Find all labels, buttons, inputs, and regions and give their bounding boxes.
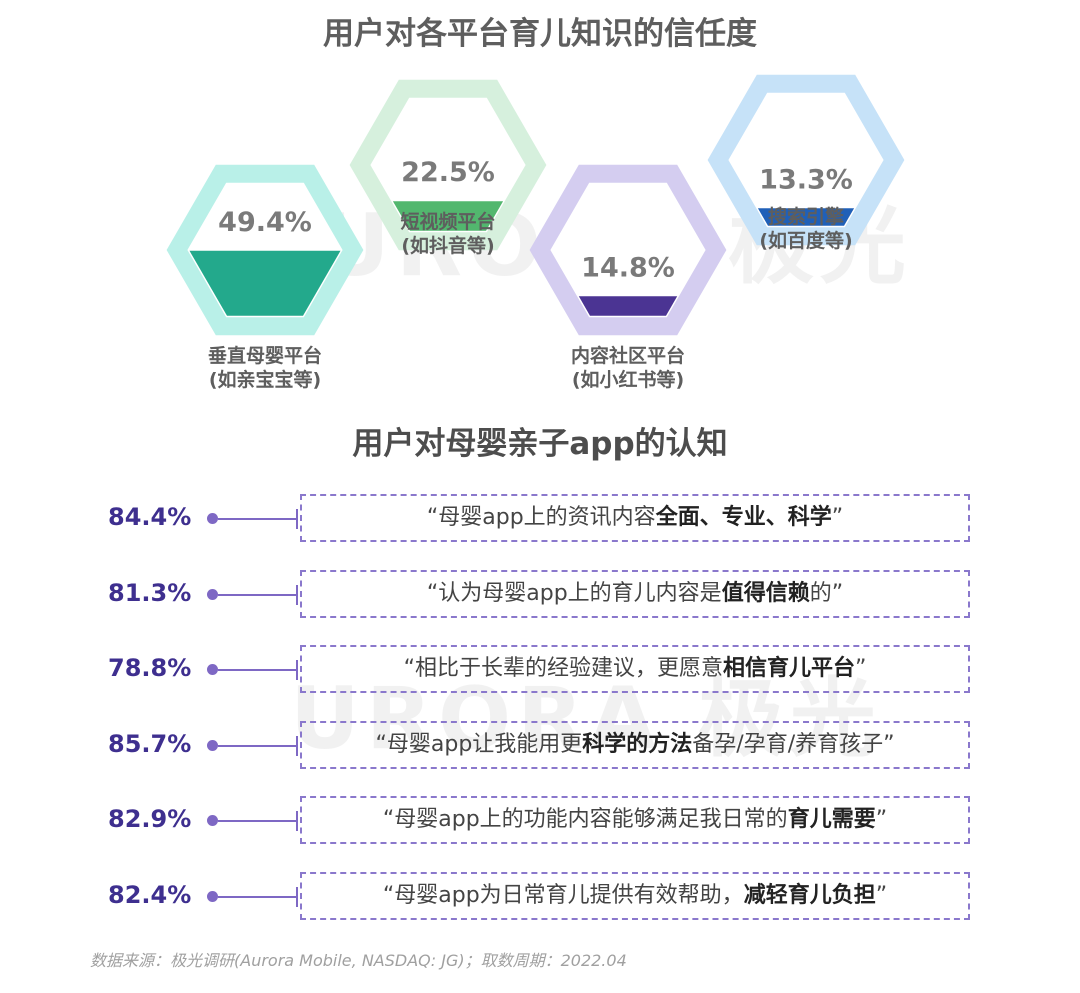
percentage-label: 82.4%: [108, 880, 192, 909]
hexagon-fill-1: [189, 250, 341, 316]
connector-line: [218, 820, 298, 822]
data-label-1: 49.4%: [218, 207, 312, 238]
connector-line: [218, 518, 298, 520]
statement-text-end: ”: [875, 807, 888, 832]
statement-text-end: 的”: [809, 580, 844, 606]
statement-text-end: 备孕/孕育/养育孩子”: [692, 731, 895, 757]
statement-box: “母婴app为日常育儿提供有效帮助，减轻育儿负担”: [300, 871, 970, 920]
statement-box: “母婴app上的功能内容能够满足我日常的育儿需要”: [300, 796, 970, 844]
section-title: 用户对母婴亲子app的认知: [352, 426, 728, 462]
statement-emphasis: 值得信赖: [721, 580, 810, 606]
connector-line: [218, 744, 298, 747]
statement-box: “认为母婴app上的育儿内容是值得信赖的”: [300, 569, 970, 618]
bullet-dot-icon: [207, 815, 218, 826]
category-label-3: 内容社区平台: [571, 344, 685, 367]
statement-text: “母婴app为日常育儿提供有效帮助，: [382, 882, 744, 908]
statement-text: “母婴app上的功能内容能够满足我日常的: [382, 807, 788, 832]
data-label-4: 13.3%: [759, 164, 853, 195]
connector-tick: [296, 886, 298, 907]
percentage-label: 81.3%: [108, 578, 192, 607]
perception-row: 81.3% “认为母婴app上的育儿内容是值得信赖的”: [0, 569, 1080, 618]
bullet-dot-icon: [207, 890, 218, 902]
percentage-label: 84.4%: [108, 503, 192, 531]
perception-row: 82.9% “母婴app上的功能内容能够满足我日常的育儿需要”: [0, 796, 1080, 844]
hexagon-fill-2: [392, 201, 504, 231]
statement-text: “母婴app让我能用更: [375, 731, 583, 757]
hexagon-fill-4: [757, 208, 855, 226]
statement-text-end: ”: [831, 505, 844, 530]
statement-box: “母婴app上的资讯内容全面、专业、科学”: [300, 494, 970, 542]
bullet-dot-icon: [207, 588, 218, 600]
trust-hexagon-chart: 49.4% 垂直母婴平台(如亲宝宝等) 22.5% 短视频平台(如抖音等) 14.8% 内…: [166, 74, 905, 390]
statement-emphasis: 育儿需要: [787, 807, 876, 832]
perception-row: 78.8% “相比于长辈的经验建议，更愿意相信育儿平台”: [0, 645, 1080, 693]
hexagon-3: [529, 164, 727, 336]
source-note: 数据来源：极光调研(Aurora Mobile, NASDAQ: JG)；取数周…: [90, 951, 627, 970]
connector-tick: [296, 509, 298, 529]
connector-line: [218, 669, 298, 671]
bullet-dot-icon: [207, 664, 218, 675]
percentage-label: 82.9%: [108, 805, 192, 833]
category-sublabel-1: (如亲宝宝等): [209, 368, 321, 390]
percentage-label: 85.7%: [108, 729, 192, 758]
category-label-1: 垂直母婴平台: [208, 344, 322, 367]
category-sublabel-3: (如小红书等): [572, 368, 684, 390]
data-label-2: 22.5%: [401, 157, 495, 188]
hexagon-fill-3: [578, 296, 678, 316]
statement-text-end: ”: [855, 656, 867, 681]
connector-line: [218, 895, 298, 898]
statement-text: “相比于长辈的经验建议，更愿意: [403, 656, 723, 681]
perception-row: 85.7% “母婴app让我能用更科学的方法备孕/孕育/养育孩子”: [0, 720, 1080, 769]
category-label-2: 短视频平台: [400, 210, 495, 233]
connector-tick: [296, 584, 298, 605]
bullet-dot-icon: [207, 739, 218, 751]
watermark-bottom: URORA 极光: [290, 669, 882, 769]
connector-tick: [296, 660, 298, 680]
statement-emphasis: 科学的方法: [582, 731, 693, 757]
statement-box: “相比于长辈的经验建议，更愿意相信育儿平台”: [300, 645, 970, 693]
chart-title: 用户对各平台育儿知识的信任度: [323, 16, 757, 52]
statement-text: “认为母婴app上的育儿内容是: [426, 580, 722, 606]
statement-emphasis: 相信育儿平台: [722, 656, 855, 681]
category-sublabel-2: (如抖音等): [401, 234, 494, 257]
statement-box: “母婴app让我能用更科学的方法备孕/孕育/养育孩子”: [300, 720, 970, 769]
category-sublabel-4: (如百度等): [759, 229, 852, 252]
statement-emphasis: 全面、专业、科学: [655, 505, 832, 530]
hexagon-4: [707, 74, 905, 246]
connector-tick: [296, 811, 298, 831]
data-label-3: 14.8%: [581, 252, 675, 283]
statement-text-end: ”: [875, 882, 888, 908]
statement-emphasis: 减轻育儿负担: [743, 882, 876, 908]
statement-text: “母婴app上的资讯内容: [426, 505, 656, 530]
perception-row: 84.4% “母婴app上的资讯内容全面、专业、科学”: [0, 494, 1080, 542]
category-label-4: 搜索引擎: [768, 205, 844, 228]
percentage-label: 78.8%: [108, 654, 192, 682]
perception-row: 82.4% “母婴app为日常育儿提供有效帮助，减轻育儿负担”: [0, 871, 1080, 920]
connector-tick: [296, 735, 298, 756]
bullet-dot-icon: [207, 513, 218, 524]
connector-line: [218, 593, 298, 596]
